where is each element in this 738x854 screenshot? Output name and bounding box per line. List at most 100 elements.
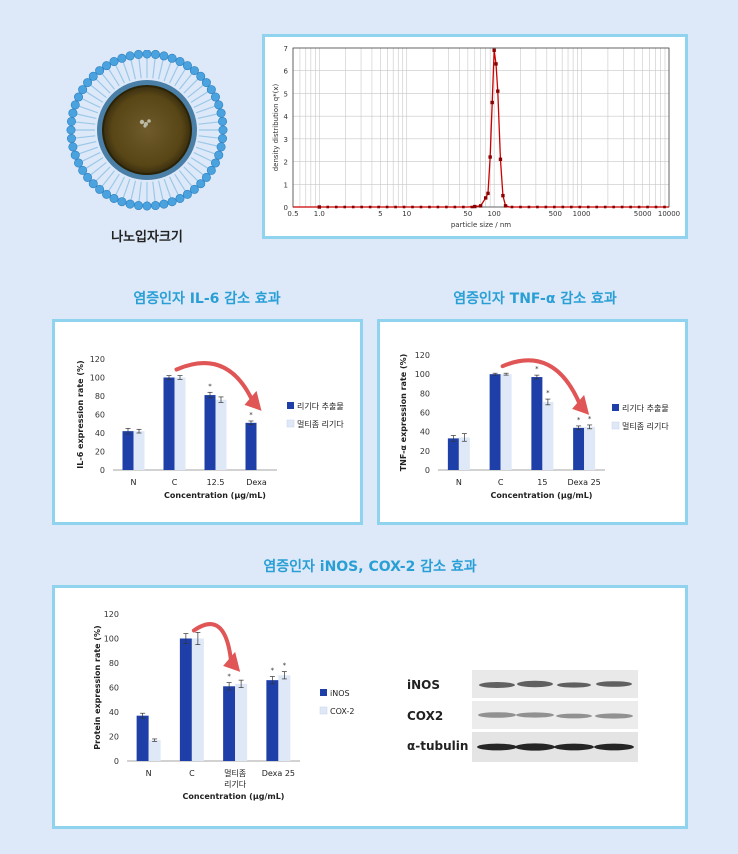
lipid-tail	[152, 58, 156, 79]
data-point	[436, 205, 440, 209]
legend-label: 멀티좀 리기다	[622, 422, 669, 431]
lipid-tail	[108, 173, 120, 192]
legend-label: iNOS	[330, 689, 350, 698]
lipid-tail	[195, 146, 216, 155]
data-point	[553, 205, 556, 209]
lipid-head	[182, 61, 192, 71]
lipid-head	[218, 134, 228, 144]
lipid-tail	[115, 64, 125, 84]
legend-swatch	[612, 404, 619, 411]
lipid-tail	[78, 146, 99, 155]
il6-panel: 0 20 40 60 80 100 120 N C 12.5 Dexa * * Concentration…	[52, 319, 363, 525]
lipid-tail	[85, 157, 104, 169]
il6-bar-chart: 0 20 40 60 80 100 120 N C 12.5 Dexa * * Concentration…	[76, 355, 344, 500]
y-tick-label: 80	[109, 659, 119, 668]
lipid-tail	[183, 78, 199, 94]
data-point	[488, 155, 492, 159]
data-point	[654, 205, 658, 209]
significance-star: *	[535, 365, 539, 373]
significance-star: *	[283, 662, 287, 670]
western-blot-image	[472, 670, 638, 762]
data-point	[578, 205, 582, 209]
lipid-tail	[169, 64, 179, 84]
y-tick-label: 40	[95, 429, 105, 438]
y-tick-label: 100	[104, 635, 119, 644]
lipid-head	[125, 199, 135, 209]
bar	[122, 431, 134, 470]
lipid-head	[206, 85, 216, 95]
data-point	[595, 205, 599, 209]
y-tick-label: 4	[284, 113, 289, 121]
x-tick-label: N	[131, 478, 137, 487]
x-tick-label: 50	[463, 210, 472, 218]
lipid-tail	[95, 166, 111, 182]
lipid-head	[151, 201, 161, 211]
lipid-head	[66, 134, 76, 144]
lipid-tail	[115, 176, 125, 196]
lipid-tail	[90, 84, 107, 99]
data-point	[385, 205, 389, 209]
trend-arrow	[174, 361, 255, 403]
lipid-head	[83, 78, 93, 88]
y-axis-label: Protein expression rate (%)	[93, 625, 102, 749]
lipid-tail	[138, 181, 142, 202]
lipid-head	[109, 57, 119, 67]
blot-label-inos: iNOS	[407, 678, 440, 692]
lipid-tail	[138, 58, 142, 79]
data-point	[620, 205, 624, 209]
data-point	[503, 204, 508, 208]
y-tick-label: 0	[284, 204, 288, 212]
lipid-head	[175, 57, 185, 67]
dls-chart: 0 1 2 3 4 5 6 7 0.5 1.0 5 10 50 100 500 1000 5000 10000 pa…	[272, 45, 680, 229]
y-axis-label: IL-6 expression rate (%)	[76, 360, 85, 468]
x-tick-label: C	[172, 478, 178, 487]
lipid-head	[206, 165, 216, 175]
bar	[136, 715, 149, 761]
lipid-head	[68, 142, 78, 152]
bar	[148, 740, 161, 761]
lipid-head	[167, 197, 177, 207]
lipid-head	[159, 51, 169, 61]
significance-star: *	[271, 666, 275, 674]
nanoparticle-illustration	[66, 50, 228, 211]
significance-star: *	[249, 411, 253, 419]
bar	[179, 638, 192, 761]
x-tick-label: C	[189, 769, 195, 778]
lipid-head	[83, 172, 93, 182]
lipid-tail	[174, 173, 186, 192]
lipid-head	[102, 189, 112, 199]
lipid-head	[142, 201, 152, 211]
lipid-head	[95, 184, 105, 194]
trend-arrowhead	[223, 651, 241, 672]
bar	[584, 426, 596, 470]
lipid-tail	[85, 91, 104, 103]
x-tick-label: 10	[402, 210, 411, 218]
trend-arrowhead	[572, 394, 590, 415]
lipid-head	[133, 50, 143, 59]
y-tick-label: 5	[284, 90, 288, 98]
bar	[163, 377, 175, 470]
trend-arrow	[191, 622, 234, 664]
legend-label: COX-2	[330, 707, 354, 716]
lipid-head	[196, 179, 206, 189]
y-tick-label: 0	[100, 466, 105, 475]
lipid-head	[196, 71, 206, 81]
lipid-tail	[108, 68, 120, 87]
legend-swatch	[287, 402, 294, 409]
lipid-head	[133, 201, 143, 211]
lipid-tail	[195, 105, 216, 114]
lipid-tail	[81, 152, 101, 162]
lipid-tail	[95, 78, 111, 94]
bar	[191, 638, 204, 761]
legend-label: 멀티좀 리기다	[297, 420, 344, 429]
inos-title: 염증인자 iNOS, COX-2 감소 효과	[263, 559, 477, 575]
x-tick-label: 0.5	[287, 210, 298, 218]
lipid-head	[214, 100, 224, 110]
lipid-head	[88, 71, 98, 81]
significance-star: *	[588, 415, 592, 423]
lipid-tail	[81, 98, 101, 108]
lipid-tail	[198, 135, 219, 139]
lipid-head	[117, 53, 127, 63]
lipid-tail	[76, 140, 97, 147]
x-tick-label: N	[456, 478, 462, 487]
